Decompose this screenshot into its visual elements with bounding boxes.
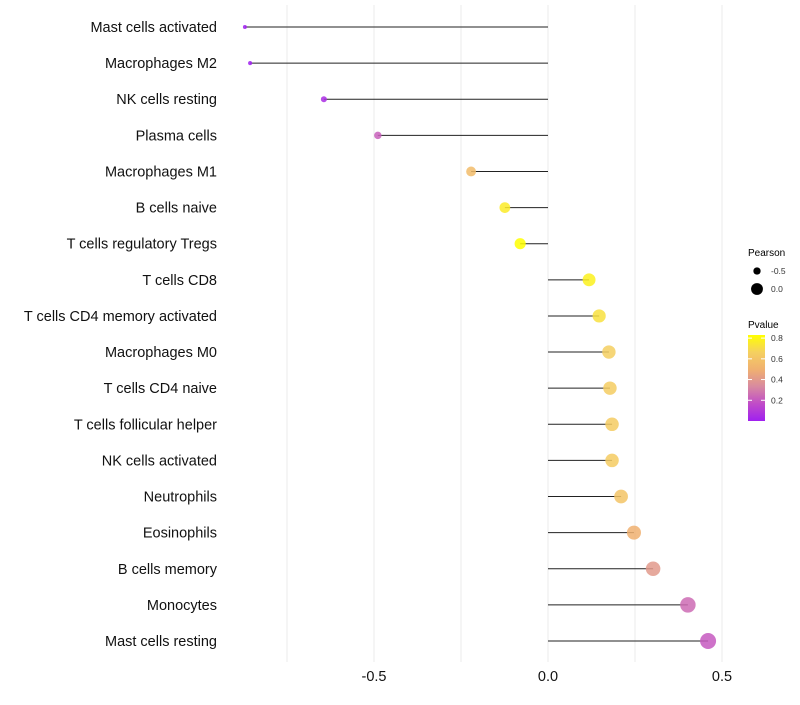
- x-tick-label: -0.5: [362, 669, 387, 685]
- y-tick-label: Mast cells resting: [105, 634, 217, 650]
- y-tick-label: Neutrophils: [144, 490, 217, 506]
- y-tick-label: Eosinophils: [143, 526, 217, 542]
- legend: Pearson Pvalue -0.5 0.0 0.8 0.6 0.4 0.2: [748, 248, 786, 421]
- colorbar-label: 0.2: [771, 395, 783, 405]
- lollipop-point: [466, 166, 477, 177]
- lollipop-point: [499, 202, 511, 213]
- x-tick-label: 0.0: [538, 669, 558, 685]
- lollipop-point: [603, 381, 617, 395]
- lollipop-point: [605, 453, 619, 468]
- y-tick-label: Macrophages M1: [105, 164, 217, 180]
- colorbar-label: 0.6: [771, 354, 783, 364]
- lollipop-point: [320, 96, 327, 103]
- y-tick-label: Mast cells activated: [90, 20, 217, 36]
- size-legend-label: 0.0: [771, 284, 783, 294]
- y-tick-label: B cells memory: [118, 562, 218, 578]
- y-tick-label: T cells CD8: [142, 273, 217, 289]
- y-tick-label: Monocytes: [147, 598, 217, 614]
- y-tick-label: Macrophages M2: [105, 56, 217, 72]
- y-tick-label: T cells CD4 memory activated: [24, 309, 217, 325]
- size-legend-label: -0.5: [771, 266, 786, 276]
- colorbar-label: 0.4: [771, 375, 783, 385]
- y-tick-label: T cells CD4 naive: [104, 381, 217, 397]
- size-legend-dot: [753, 267, 761, 275]
- lollipop-point: [614, 489, 628, 504]
- lollipop-point: [242, 25, 247, 29]
- lollipop-point: [248, 61, 253, 66]
- size-legend-dot: [751, 283, 763, 295]
- lollipop-point: [582, 273, 596, 287]
- lollipop-point: [514, 238, 526, 250]
- lollipop-point: [700, 633, 717, 649]
- y-tick-label: Plasma cells: [136, 128, 217, 144]
- y-tick-label: T cells follicular helper: [74, 417, 217, 433]
- size-legend-title: Pearson: [748, 248, 785, 259]
- lollipop-point: [680, 597, 696, 613]
- y-tick-label: Macrophages M0: [105, 345, 217, 361]
- y-tick-label: B cells naive: [136, 201, 217, 217]
- y-tick-label: T cells regulatory Tregs: [67, 237, 217, 253]
- lollipop-point: [605, 417, 619, 432]
- lollipop-point: [602, 345, 616, 359]
- colorbar: [748, 335, 765, 421]
- colorbar-label: 0.8: [771, 333, 783, 343]
- color-legend-title: Pvalue: [748, 320, 779, 331]
- lollipop-point: [374, 131, 382, 140]
- x-tick-label: 0.5: [712, 669, 732, 685]
- lollipop-point: [592, 309, 606, 323]
- lollipop-point: [626, 525, 641, 540]
- y-tick-label: NK cells resting: [116, 92, 217, 108]
- y-tick-label: NK cells activated: [102, 453, 217, 469]
- lollipop-point: [645, 561, 661, 577]
